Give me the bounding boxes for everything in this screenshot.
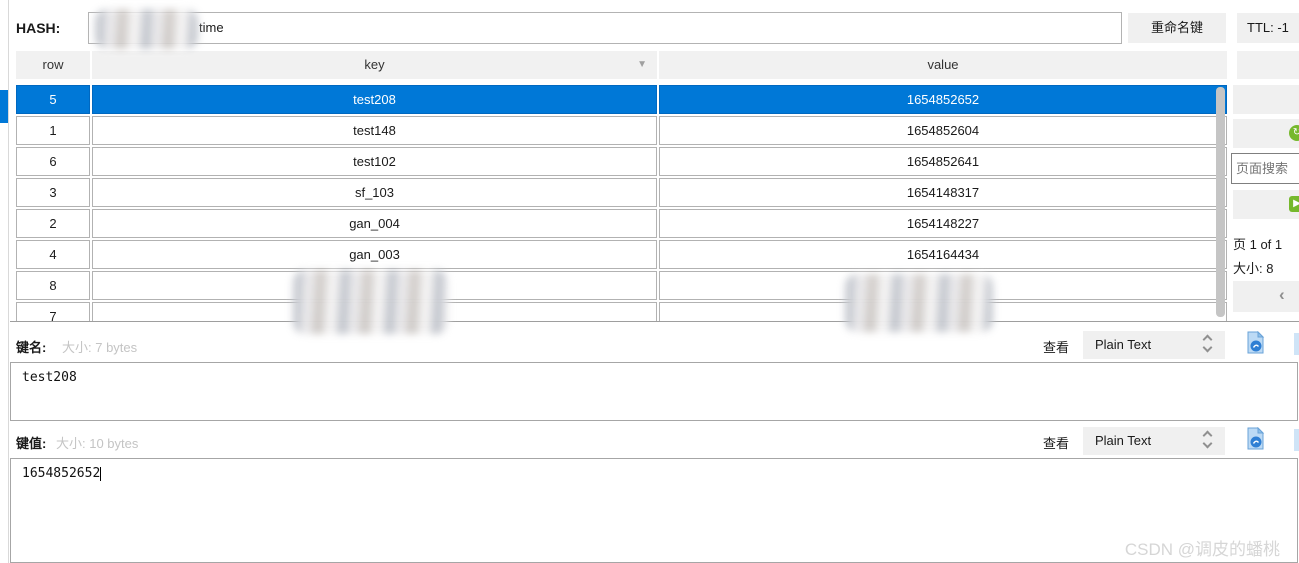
key-name-size-label: 大小: 7 bytes	[62, 340, 138, 355]
blur-patch-values	[845, 274, 993, 332]
value-cell[interactable]: 1654852604	[659, 116, 1227, 145]
row-number-cell[interactable]: 8	[16, 271, 90, 300]
key-name-editor-text: test208	[22, 370, 77, 385]
key-value-editor[interactable]: 1654852652	[10, 458, 1298, 563]
window-left-divider	[8, 0, 9, 563]
clipped-icon[interactable]	[1294, 429, 1299, 451]
table-scrollbar[interactable]	[1216, 87, 1225, 317]
key-name-section-label: 键名:	[16, 340, 47, 355]
value-cell[interactable]: 1654852641	[659, 147, 1227, 176]
column-header-key[interactable]: key ▼	[92, 51, 657, 79]
key-cell[interactable]: gan_003	[92, 240, 657, 269]
key-cell[interactable]: sf_103	[92, 178, 657, 207]
key-name-text: time	[199, 20, 224, 35]
hash-type-label: HASH:	[16, 20, 61, 36]
spinner-chevrons-icon[interactable]	[1202, 430, 1213, 449]
open-in-editor-icon[interactable]	[1245, 427, 1265, 451]
key-value-size-label: 大小: 10 bytes	[56, 436, 139, 451]
refresh-icon: ↻	[1289, 125, 1299, 141]
key-name-input[interactable]: time	[88, 12, 1122, 44]
page-info: 页 1 of 1	[1233, 237, 1283, 252]
left-selection-indicator	[0, 90, 8, 123]
value-cell[interactable]: 1654852652	[659, 85, 1227, 114]
watermark: CSDN @调皮的蟠桃	[1124, 540, 1280, 559]
execute-search-button[interactable]: ▶	[1233, 190, 1299, 219]
row-number-cell[interactable]: 4	[16, 240, 90, 269]
value-cell[interactable]: 1654148317	[659, 178, 1227, 207]
value-format-value: Plain Text	[1095, 433, 1152, 448]
ttl-button[interactable]: TTL: -1	[1237, 13, 1299, 43]
side-panel-header-cell	[1237, 51, 1299, 79]
blur-patch-keys	[293, 270, 448, 334]
table-bottom-border	[10, 321, 1299, 322]
page-search-input[interactable]	[1231, 153, 1299, 184]
chevron-left-icon: ‹	[1279, 285, 1285, 304]
row-number-cell[interactable]: 3	[16, 178, 90, 207]
size-info: 大小: 8	[1233, 261, 1274, 276]
row-number-cell[interactable]: 1	[16, 116, 90, 145]
value-cell[interactable]: 1654148227	[659, 209, 1227, 238]
column-header-value[interactable]: value	[659, 51, 1227, 79]
rename-key-button[interactable]: 重命名键	[1128, 13, 1226, 43]
sort-desc-icon[interactable]: ▼	[637, 59, 647, 70]
key-name-editor[interactable]: test208	[10, 362, 1298, 421]
open-in-editor-icon[interactable]	[1245, 331, 1265, 355]
reload-button[interactable]: ↻	[1233, 119, 1299, 148]
column-header-row[interactable]: row	[16, 51, 90, 79]
row-number-cell[interactable]: 2	[16, 209, 90, 238]
key-cell[interactable]: test102	[92, 147, 657, 176]
key-cell[interactable]: gan_004	[92, 209, 657, 238]
play-icon: ▶	[1289, 196, 1299, 212]
hash-fields-table: 5 test208 1654852652 1 test148 165485260…	[0, 85, 1299, 321]
key-format-value: Plain Text	[1095, 337, 1152, 352]
column-header-key-label: key	[364, 57, 385, 72]
value-view-label: 查看	[1043, 436, 1070, 451]
value-cell[interactable]: 1654164434	[659, 240, 1227, 269]
row-number-cell[interactable]: 5	[16, 85, 90, 114]
clipped-icon[interactable]	[1294, 333, 1299, 355]
row-number-cell[interactable]: 6	[16, 147, 90, 176]
key-cell[interactable]: test208	[92, 85, 657, 114]
blur-patch-key-name	[95, 9, 198, 49]
value-format-select[interactable]: Plain Text	[1083, 427, 1225, 455]
key-format-select[interactable]: Plain Text	[1083, 331, 1225, 359]
spinner-chevrons-icon[interactable]	[1202, 334, 1213, 353]
side-panel-button-1[interactable]	[1233, 85, 1299, 114]
row-number-cell[interactable]: 7	[16, 302, 90, 321]
prev-page-button[interactable]: ‹	[1233, 281, 1299, 312]
key-value-section-label: 键值:	[16, 436, 47, 451]
key-view-label: 查看	[1043, 340, 1070, 355]
key-value-editor-text: 1654852652	[22, 466, 101, 481]
key-cell[interactable]: test148	[92, 116, 657, 145]
text-cursor	[100, 467, 102, 481]
